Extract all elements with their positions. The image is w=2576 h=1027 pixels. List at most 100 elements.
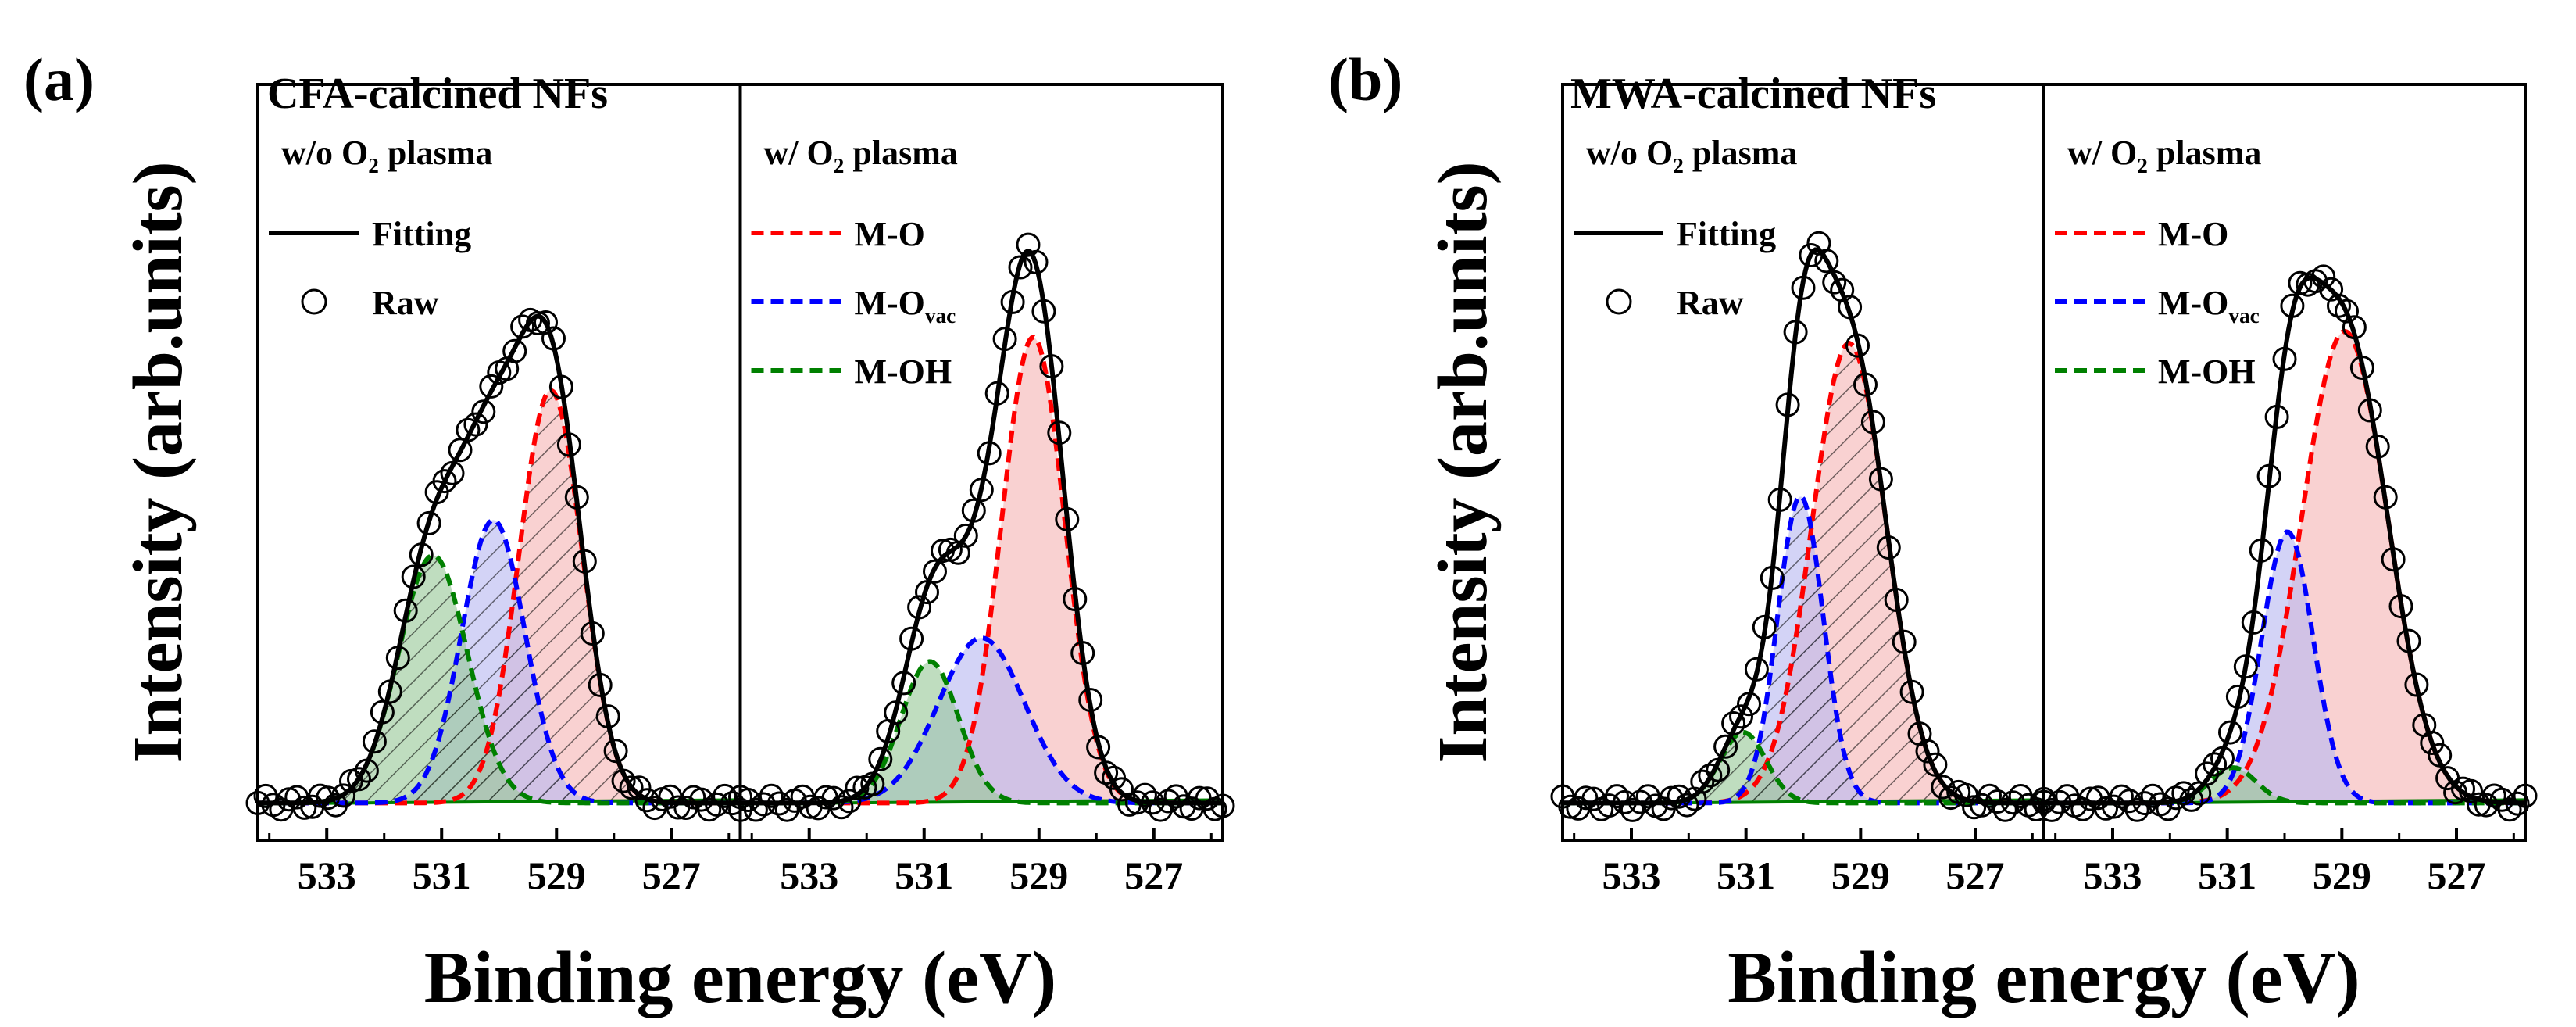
panel-a-raw-point [1008, 255, 1033, 280]
panel-a-raw-point [751, 792, 776, 817]
panel-b-legend-moh-label-main: M-OH [2158, 352, 2256, 391]
panel-b-raw-point [1884, 588, 1909, 612]
panel-b-raw-point [2117, 789, 2142, 814]
panel-a-xtick-label: 529 [1009, 853, 1068, 897]
panel-a-raw-point [1094, 760, 1119, 785]
panel-a-sub-title-main: w/ O [764, 134, 834, 172]
panel-b-raw-point [1775, 392, 1800, 417]
panel-a-raw-point [1024, 249, 1049, 274]
panel-a-raw-point [774, 797, 799, 822]
panel-b-sub-with-plasma: w/ O2 plasma 533 531 529 527 [2031, 134, 2538, 897]
panel-a-raw-point [931, 539, 955, 564]
panel-b-raw-point [1627, 789, 1652, 814]
panel-a-raw-point [580, 621, 605, 646]
panel-b-raw-point [2428, 743, 2453, 768]
panel-a-raw-point [316, 785, 341, 811]
panel-a-raw-point [548, 374, 573, 399]
panel-a-raw-point [526, 311, 550, 335]
panel-a-raw-point [292, 795, 317, 820]
panel-b-raw-point [2132, 791, 2157, 816]
panel-a-sub-with-plasma: w/ O2 plasma 533 531 529 527 [728, 134, 1235, 897]
panel-b-raw-point [1574, 785, 1599, 811]
panel-a-raw-point [884, 700, 909, 725]
panel-b-raw-point [2381, 547, 2406, 572]
panel-b-raw-point [1838, 295, 1863, 320]
panel-a-xtick-label: 527 [1124, 853, 1183, 897]
panel-a-xlabel: Binding energy (eV) [424, 937, 1056, 1018]
panel-b-raw-point [1899, 679, 1924, 704]
panel-b-raw-point [2039, 797, 2064, 822]
panel-b-raw-point [1876, 535, 1901, 560]
panel-b-raw-point [2327, 293, 2351, 318]
panel-b-raw-point [1853, 372, 1878, 397]
panel-a-raw-point [766, 791, 791, 816]
panel-a-raw-point [969, 478, 994, 503]
panel-a-raw-point [915, 580, 939, 605]
panel-b-raw-point [2388, 594, 2413, 619]
panel-b-legend-fitting-label: Fitting [1677, 215, 1776, 253]
panel-b-raw-point [2241, 610, 2266, 635]
panel-b-raw-point [1892, 629, 1917, 654]
panel-b-raw-point [1729, 704, 1753, 729]
panel-a-legend-raw-label: Raw [372, 284, 439, 322]
panel-b-raw-point [1737, 692, 1761, 717]
panel-a-raw-point [899, 626, 924, 651]
panel-a-legend-moh-label-main: M-OH [855, 352, 952, 391]
panel-a-raw-point [347, 767, 371, 792]
panel-b-legend-movac-label-sub: vac [2228, 304, 2259, 327]
panel-a-raw-point [502, 338, 527, 363]
panel-a-raw-point [564, 485, 589, 510]
panel-a-raw-point [860, 771, 885, 796]
panel-a-raw-point [821, 785, 846, 811]
panel-a-legend-mo-label-main: M-O [855, 215, 925, 253]
panel-a-raw-point [541, 326, 566, 351]
panel-b-raw-point [2365, 434, 2390, 459]
panel-b-legend-moh-label: M-OH [2158, 352, 2256, 391]
panel-a-raw-point [619, 775, 644, 800]
panel-b-raw-point [2203, 752, 2228, 777]
panel-b-raw-point [2288, 270, 2313, 295]
panel-a-movac-hatch [258, 520, 741, 803]
panel-a-raw-point [354, 758, 379, 783]
panel-a-raw-point [713, 783, 738, 808]
panel-b-raw-point [2319, 277, 2344, 302]
panel-a-sub-title-post: plasma [844, 134, 957, 172]
panel-a-xtick-label: 529 [527, 853, 586, 897]
panel-b-raw-point [1744, 657, 1769, 682]
panel-a-xtick-label: 531 [895, 853, 953, 897]
panel-b-legend-raw-label: Raw [1677, 284, 1744, 322]
panel-a-ylabel: Intensity (arb.units) [120, 161, 197, 763]
panel-a-raw-point [1047, 420, 1072, 446]
panel-a-raw-point [642, 796, 667, 821]
panel-a-legend-mo-label: M-O [855, 215, 925, 253]
panel-b-raw-point [1915, 739, 1940, 764]
panel-a-raw-point [837, 789, 862, 814]
panel-b-xtick-label: 529 [2313, 853, 2371, 897]
panel-a-raw-point [697, 797, 722, 822]
panel-a-raw-point [1055, 506, 1080, 531]
panel-b-legend-movac-label: M-Ovac [2158, 284, 2260, 327]
panel-a-raw-point [510, 314, 535, 339]
panel-a-raw-point [362, 729, 387, 754]
panel-b-raw-point [2459, 778, 2483, 803]
panel-b-movac-area [2044, 531, 2525, 803]
panel-a-legend-movac-label-main: M-O [855, 284, 925, 322]
panel-a-raw-point [627, 775, 652, 800]
panel-b-raw-point [1767, 487, 1792, 512]
panel-b-raw-point [1822, 270, 1847, 295]
panel-b-raw-point [2280, 293, 2305, 318]
panel-b-xtick-label: 533 [2084, 853, 2142, 897]
panel-a-raw-point [634, 788, 659, 813]
panel-a-raw-point [572, 549, 597, 574]
panel-b-raw-point [1868, 467, 1893, 492]
panel-a-raw-point [977, 441, 1002, 466]
panel-b-raw-point [1923, 752, 1948, 777]
panel-a-legend-movac-label-sub: vac [925, 304, 956, 327]
panel-b-legend-mo-label-main: M-O [2158, 215, 2228, 253]
panel-b-xtick-label: 533 [1602, 853, 1661, 897]
panel-a-raw-point [556, 432, 581, 457]
panel-a-raw-point [1148, 797, 1173, 822]
panel-a-letter: (a) [23, 45, 95, 113]
panel-b-raw-point [2497, 797, 2522, 822]
panel-b-raw-point [2264, 404, 2289, 429]
